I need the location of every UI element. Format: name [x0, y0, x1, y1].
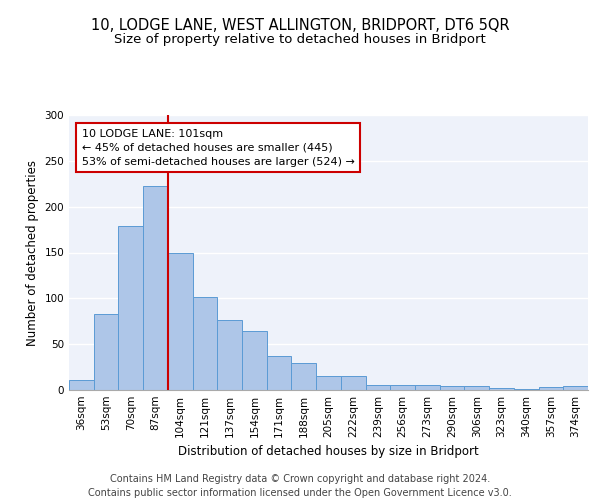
- Y-axis label: Number of detached properties: Number of detached properties: [26, 160, 39, 346]
- X-axis label: Distribution of detached houses by size in Bridport: Distribution of detached houses by size …: [178, 446, 479, 458]
- Bar: [118, 226, 143, 390]
- Bar: [217, 320, 242, 390]
- Bar: [168, 254, 193, 390]
- Bar: [341, 376, 365, 390]
- Bar: [143, 186, 168, 390]
- Bar: [94, 314, 118, 390]
- Text: Size of property relative to detached houses in Bridport: Size of property relative to detached ho…: [114, 32, 486, 46]
- Bar: [193, 296, 217, 390]
- Bar: [242, 332, 267, 390]
- Text: Contains HM Land Registry data © Crown copyright and database right 2024.
Contai: Contains HM Land Registry data © Crown c…: [88, 474, 512, 498]
- Bar: [292, 362, 316, 390]
- Bar: [563, 386, 588, 390]
- Bar: [440, 386, 464, 390]
- Bar: [267, 356, 292, 390]
- Bar: [464, 386, 489, 390]
- Bar: [365, 384, 390, 390]
- Bar: [415, 386, 440, 390]
- Bar: [489, 388, 514, 390]
- Bar: [316, 376, 341, 390]
- Bar: [390, 386, 415, 390]
- Bar: [539, 387, 563, 390]
- Bar: [69, 380, 94, 390]
- Text: 10 LODGE LANE: 101sqm
← 45% of detached houses are smaller (445)
53% of semi-det: 10 LODGE LANE: 101sqm ← 45% of detached …: [82, 128, 355, 167]
- Text: 10, LODGE LANE, WEST ALLINGTON, BRIDPORT, DT6 5QR: 10, LODGE LANE, WEST ALLINGTON, BRIDPORT…: [91, 18, 509, 32]
- Bar: [514, 389, 539, 390]
